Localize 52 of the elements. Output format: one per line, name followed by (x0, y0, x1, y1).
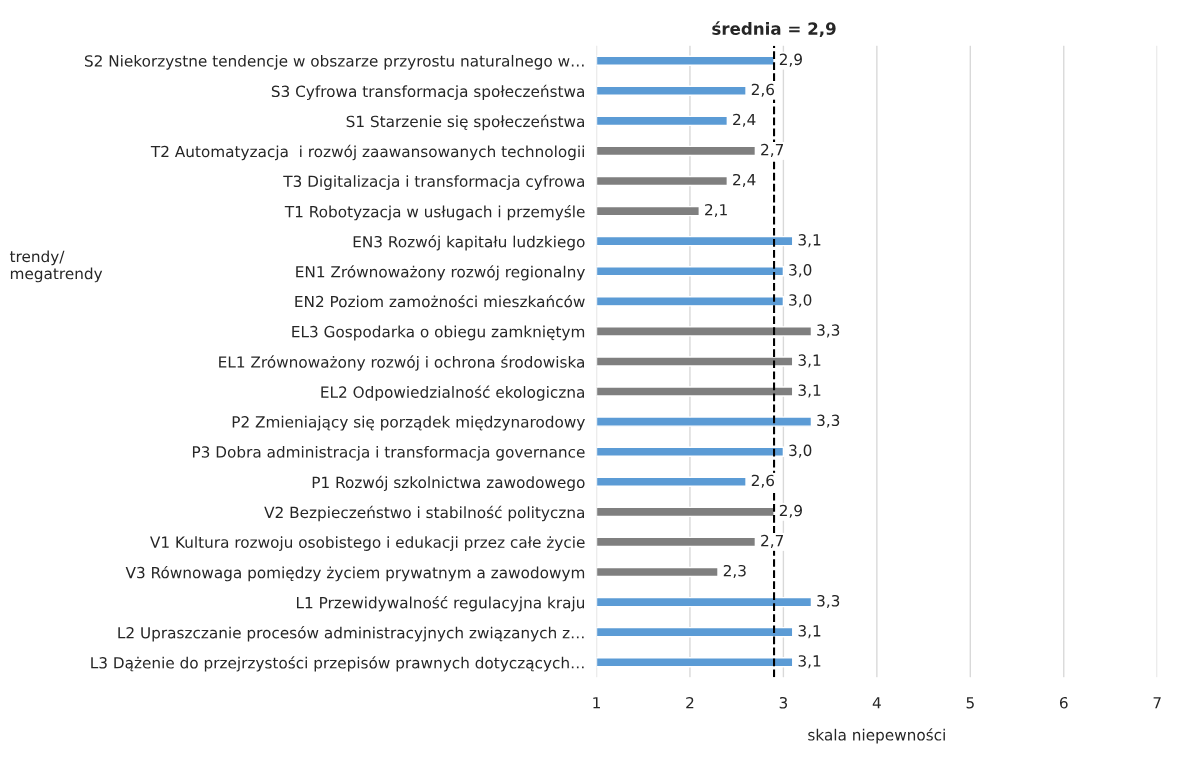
data-label: 3,3 (817, 324, 840, 338)
x-tick-label: 6 (1059, 697, 1068, 709)
data-label: 3,1 (798, 655, 821, 669)
data-label: 2,6 (751, 83, 775, 97)
y-tick-label: S1 Starzenie się społeczeństwa (346, 114, 584, 131)
data-label: 3,0 (789, 444, 812, 458)
y-tick-label: EN2 Poziom zamożności mieszkańców (295, 294, 585, 308)
data-label: 2,7 (761, 534, 784, 548)
data-label: 3,0 (789, 294, 812, 308)
x-tick-label: 5 (966, 697, 974, 709)
x-tick-label: 4 (872, 697, 881, 709)
data-label: 2,4 (733, 173, 756, 187)
y-tick-label: V1 Kultura rozwoju osobistego i edukacji przez całe życie (150, 536, 585, 551)
x-tick-label: 2 (686, 697, 694, 709)
x-tick-label: 7 (1153, 697, 1161, 709)
data-label: 2,4 (733, 113, 756, 127)
data-label: 2,9 (779, 504, 802, 518)
y-tick-label: EN3 Rozwój kapitału ludzkiego (353, 235, 585, 251)
y-tick-label: EN1 Zrównoważony rozwój regionalny (296, 265, 585, 281)
y-tick-label: P1 Rozwój szkolnictwa zawodowego (312, 475, 585, 492)
x-tick-label: 3 (779, 697, 788, 709)
data-label: 2,7 (761, 143, 784, 157)
y-tick-label: EL1 Zrównoważony rozwój i ochrona środowiska (219, 355, 585, 371)
y-tick-label: L1 Przewidywalność regulacyjna kraju (297, 595, 584, 612)
y-tick-label: V3 Równowaga pomiędzy życiem prywatnym a zawodowym (125, 565, 585, 582)
data-label: 3,1 (798, 354, 821, 368)
y-tick-label: S3 Cyfrowa transformacja społeczeństwa (271, 84, 584, 101)
y-axis-title: trendy/ megatrendy (9, 250, 103, 283)
x-tick-label: 1 (593, 697, 600, 709)
y-tick-label: T1 Robotyzacja w usługach i przemyśle (284, 204, 585, 221)
y-tick-label: L3 Dążenie do przejrzystości przepisów prawnych dotyczących… (91, 656, 584, 672)
data-label: 2,3 (723, 564, 746, 579)
y-tick-label: V2 Bezpieczeństwo i stabilność polityczna (264, 505, 584, 522)
data-label: 2,1 (705, 203, 727, 218)
ref-line-label: średnia = 2,9 (712, 21, 836, 38)
x-axis-title: skala niepewności (808, 728, 945, 744)
data-label: 3,3 (817, 414, 840, 428)
y-tick-label: EL2 Odpowiedzialność ekologiczna (321, 385, 584, 401)
y-tick-label: EL3 Gospodarka o obiegu zamkniętym (292, 325, 585, 341)
data-label: 3,1 (798, 384, 821, 398)
y-tick-label: T2 Automatyzacja i rozwój zaawansowanych technologii (150, 144, 584, 161)
y-tick-label: S2 Niekorzystne tendencje w obszarze przyrostu naturalnego w… (84, 54, 584, 70)
data-label: 2,6 (751, 474, 775, 488)
data-label: 3,1 (798, 234, 821, 248)
y-tick-label: P2 Zmieniający się porządek międzynarodowy (232, 415, 585, 431)
data-label: 2,9 (779, 53, 802, 67)
data-label: 3,3 (817, 594, 840, 609)
y-tick-label: T3 Digitalizacja i transformacja cyfrowa (283, 175, 585, 190)
data-label: 3,0 (789, 264, 812, 278)
y-tick-label: L2 Upraszczanie procesów administracyjnych związanych z… (118, 626, 584, 642)
data-label: 3,1 (798, 625, 821, 639)
y-tick-label: P3 Dobra administracja i transformacja governance (192, 445, 585, 461)
